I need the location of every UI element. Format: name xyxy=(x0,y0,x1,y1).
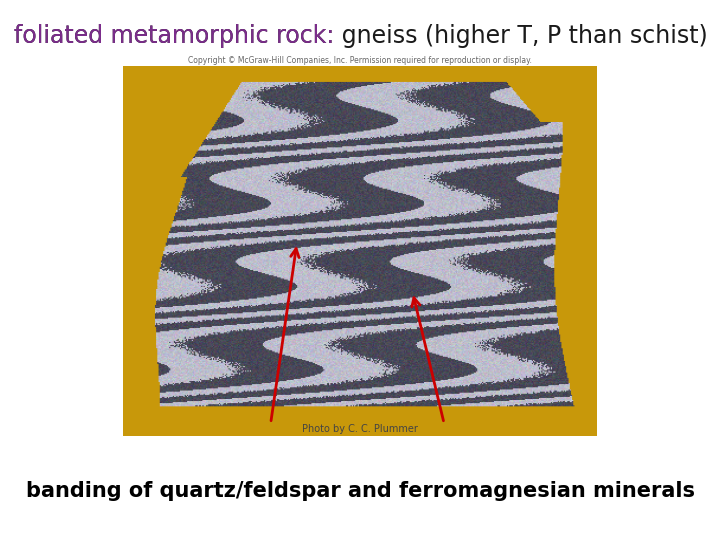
Text: banding of quartz/feldspar and ferromagnesian minerals: banding of quartz/feldspar and ferromagn… xyxy=(25,481,695,502)
Text: Photo by C. C. Plummer: Photo by C. C. Plummer xyxy=(302,424,418,434)
Text: Copyright © McGraw-Hill Companies, Inc. Permission required for reproduction or : Copyright © McGraw-Hill Companies, Inc. … xyxy=(188,56,532,65)
Text: foliated metamorphic rock: gneiss (higher T, P than schist): foliated metamorphic rock: gneiss (highe… xyxy=(14,24,708,48)
Text: foliated metamorphic rock:: foliated metamorphic rock: xyxy=(14,24,342,48)
